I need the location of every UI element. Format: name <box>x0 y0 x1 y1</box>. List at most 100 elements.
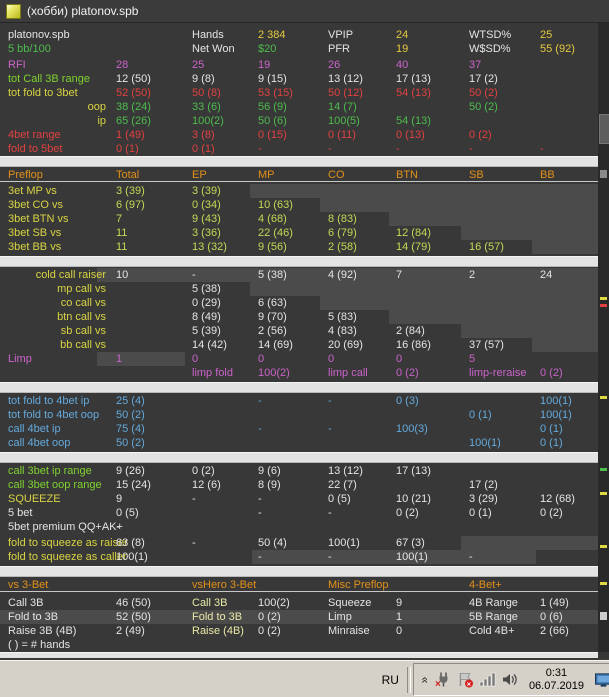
cell-mp: 0 <box>258 353 265 365</box>
signal-strength-icon[interactable] <box>479 671 496 688</box>
cell-mp: 9 (6) <box>258 465 281 477</box>
scrollbar-mark <box>600 396 607 399</box>
cell-btn: 40 <box>396 59 409 71</box>
row-call-4bet-oop: call 4bet oop 50 (2) 100(1) 0 (1) <box>0 436 598 450</box>
cell-btn: 17 (13) <box>396 465 431 477</box>
cell-sb: - <box>469 551 473 563</box>
cell-co: PFR <box>328 43 350 55</box>
cell-btn: 0 <box>396 625 403 637</box>
cell-bb: 100(1) <box>540 395 572 407</box>
cell-total: 28 <box>116 59 129 71</box>
cell-sb: 50 (2) <box>469 87 498 99</box>
cell-ep: 0 (34) <box>192 199 221 211</box>
scrollbar-mark <box>600 170 607 178</box>
row-label: cold call raiser <box>35 269 106 281</box>
row-3et-mp-vs: 3et MP vs 3 (39) 3 (39) <box>0 184 598 198</box>
section-separator <box>0 256 598 267</box>
window-titlebar[interactable]: (хобби) platonov.spb <box>0 0 609 23</box>
tray-time: 0:31 <box>545 666 568 679</box>
row-tot-fold-to-3bet: tot fold to 3bet 52 (50) 50 (8) 53 (15) 50 (… <box>0 86 598 100</box>
row-label: ip <box>97 115 106 127</box>
flag-error-icon[interactable]: × <box>457 671 474 688</box>
row-platonov-spb: platonov.spb Hands 2 384 VPIP 24 WTSD% 25 <box>0 28 598 42</box>
section-separator <box>0 382 598 393</box>
row-shade <box>389 310 598 324</box>
cell-total: 0 (1) <box>116 143 139 155</box>
cell-bb: 0 (1) <box>540 437 563 449</box>
cell-mp: 50 (6) <box>258 115 287 127</box>
cell-co: 4 (83) <box>328 325 357 337</box>
cell-co: - <box>328 551 332 563</box>
cell-btn: 19 <box>396 43 409 55</box>
cell-ep: 14 (42) <box>192 339 227 351</box>
row-label: Raise 3B (4B) <box>8 625 77 637</box>
display-icon[interactable] <box>595 671 609 688</box>
cell-ep: Fold to 3B <box>192 611 243 623</box>
row-label: 5bet premium QQ+AK+ <box>8 521 123 533</box>
cell-mp: 50 (4) <box>258 537 287 549</box>
cell-co: 2 (58) <box>328 241 357 253</box>
cell-mp: - <box>258 395 262 407</box>
header-underline <box>0 591 598 592</box>
cell-co: Misc Preflop <box>328 579 389 591</box>
cell-btn: 7 <box>396 269 403 281</box>
row-label: Call 3B <box>8 597 44 609</box>
cell-ep: vsHero 3-Bet <box>192 579 257 591</box>
row-label: sb call vs <box>60 325 106 337</box>
cell-co: - <box>328 395 332 407</box>
cell-co: 0 (5) <box>328 493 351 505</box>
scrollbar-thumb[interactable] <box>599 114 609 144</box>
cell-btn: 100(3) <box>396 423 428 435</box>
cell-btn: 16 (86) <box>396 339 431 351</box>
cell-total: 3 (39) <box>116 185 145 197</box>
app-icon <box>6 3 21 19</box>
network-disconnected-icon[interactable]: × <box>435 671 452 688</box>
row-label: 3bet SB vs <box>8 227 62 239</box>
cell-sb: 17 (2) <box>469 73 498 85</box>
cell-total: 9 (26) <box>116 465 145 477</box>
row-label: oop <box>87 101 106 113</box>
cell-total: 100(1) <box>116 551 148 563</box>
cell-ep: Raise (4B) <box>192 625 244 637</box>
row-fold-to-squeeze-as-raiser: fold to squeeze as raiser 63 (8) - 50 (4) 10… <box>0 536 598 550</box>
row-label: fold to squeeze as raiser <box>8 537 128 549</box>
cell-sb: limp-reraise <box>469 367 527 379</box>
cell-ep: 3 (36) <box>192 227 221 239</box>
svg-text:×: × <box>467 679 472 688</box>
row-fold-to-3b: Fold to 3B 52 (50) Fold to 3B 0 (2) Limp 1 5B … <box>0 610 598 624</box>
row-label: platonov.spb <box>8 29 70 41</box>
tray-clock[interactable]: 0:31 06.07.2019 <box>523 667 590 693</box>
row-oop: oop 38 (24) 33 (6) 56 (9) 14 (7) 50 (2) <box>0 100 598 114</box>
cell-mp: - <box>258 551 262 563</box>
cell-bb: 0 (1) <box>540 423 563 435</box>
cell-sb: 0 (1) <box>469 409 492 421</box>
cell-co: 6 (79) <box>328 227 357 239</box>
language-indicator[interactable]: RU <box>381 672 399 687</box>
cell-sb: 17 (2) <box>469 479 498 491</box>
row-raise-3b-4b: Raise 3B (4B) 2 (49) Raise (4B) 0 (2) Minrai… <box>0 624 598 638</box>
scrollbar[interactable] <box>598 22 609 652</box>
cell-co: 0 (11) <box>328 129 356 141</box>
row-shade <box>250 282 598 296</box>
cell-co: Squeeze <box>328 597 372 609</box>
cell-mp: 56 (9) <box>258 101 287 113</box>
cell-co: - <box>328 143 332 155</box>
row-3bet-btn-vs: 3bet BTN vs 7 9 (43) 4 (68) 8 (83) <box>0 212 598 226</box>
row-tot-fold-to-4bet-ip: tot fold to 4bet ip 25 (4) - - 0 (3) 100(1) <box>0 394 598 408</box>
row-label: Fold to 3B <box>8 611 59 623</box>
cell-total: 25 (4) <box>116 395 145 407</box>
row-call-3bet-ip-range: call 3bet ip range 9 (26) 0 (2) 9 (6) 13 (12… <box>0 464 598 478</box>
volume-icon[interactable] <box>501 671 518 688</box>
row-3bet-bb-vs: 3bet BB vs 11 13 (32) 9 (56) 2 (58) 14 (79) 16… <box>0 240 598 254</box>
row-4bet-range: 4bet range 1 (49) 3 (8) 0 (15) 0 (11) 0 (13) 0… <box>0 128 598 142</box>
cell-co: - <box>328 507 332 519</box>
cell-bb: 2 (66) <box>540 625 569 637</box>
cell-mp: 100(2) <box>258 367 290 379</box>
hidden-icons-chevron-icon[interactable]: » <box>416 676 431 683</box>
cell-total: 15 (24) <box>116 479 151 491</box>
cell-ep: EP <box>192 169 207 181</box>
row-label: mp call vs <box>57 283 106 295</box>
scrollbar-mark <box>600 304 607 307</box>
row-call-4bet-ip: call 4bet ip 75 (4) - - 100(3) 0 (1) <box>0 422 598 436</box>
cell-bb: 25 <box>540 29 553 41</box>
